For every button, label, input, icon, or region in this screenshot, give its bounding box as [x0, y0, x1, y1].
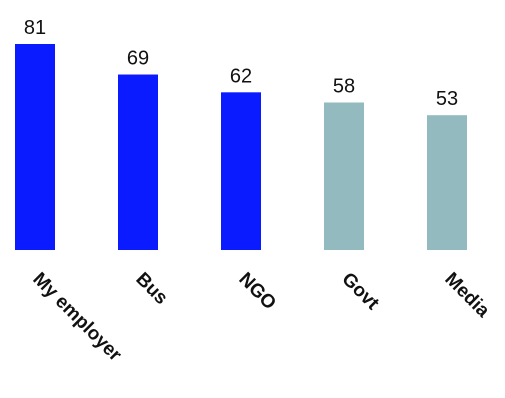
- category-label-bus: Bus: [131, 269, 171, 309]
- bar-ngo: [221, 92, 261, 250]
- bars-group: [15, 44, 467, 251]
- category-label-my-employer: My employer: [28, 269, 125, 366]
- bar-media: [427, 115, 467, 251]
- value-label-my-employer: 81: [24, 17, 46, 39]
- category-label-govt: Govt: [337, 269, 383, 315]
- value-label-govt: 58: [333, 75, 355, 97]
- category-label-media: Media: [440, 269, 493, 322]
- category-labels-group: My employer Bus NGO Govt Media: [28, 269, 493, 366]
- value-label-media: 53: [436, 88, 458, 110]
- value-label-ngo: 62: [230, 65, 252, 87]
- value-label-bus: 69: [127, 48, 149, 70]
- category-label-ngo: NGO: [234, 269, 279, 314]
- bar-bus: [118, 74, 158, 250]
- bar-govt: [324, 102, 364, 250]
- bar-my-employer: [15, 44, 55, 250]
- value-labels-group: 81 69 62 58 53: [24, 17, 458, 110]
